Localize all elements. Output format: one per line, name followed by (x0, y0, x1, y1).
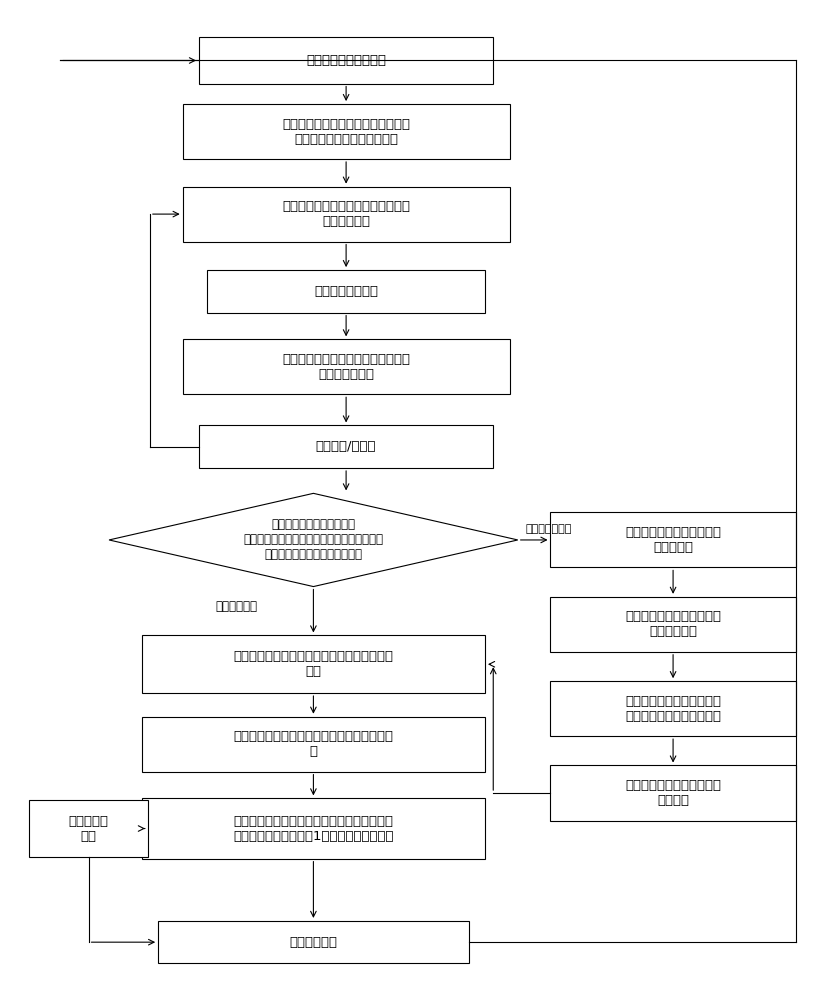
FancyBboxPatch shape (183, 187, 509, 242)
FancyBboxPatch shape (142, 635, 485, 693)
Text: 执行异常或
超时: 执行异常或 超时 (68, 815, 109, 843)
FancyBboxPatch shape (142, 798, 485, 859)
Text: 运行结果返回: 运行结果返回 (290, 936, 337, 949)
Text: 根据请求参数判断此动态微服务是否
已经在动态微服务框架中注册: 根据请求参数判断此动态微服务是否 已经在动态微服务框架中注册 (282, 118, 410, 146)
Text: 根据微服务哈希标识，检测
容器内存是否已经编译存在此微服务实例或者
微服务的脚本代码是否发生变化: 根据微服务哈希标识，检测 容器内存是否已经编译存在此微服务实例或者 微服务的脚本… (244, 518, 384, 561)
Text: 请求调用微服务的网关: 请求调用微服务的网关 (306, 54, 386, 67)
Polygon shape (109, 493, 518, 587)
Text: 微服务脚本执行引擎驱动运行实例指定函数方
法: 微服务脚本执行引擎驱动运行实例指定函数方 法 (234, 730, 393, 758)
Text: 将动态微服务请求包装路由至时间远
程的微服务节点: 将动态微服务请求包装路由至时间远 程的微服务节点 (282, 353, 410, 381)
FancyBboxPatch shape (183, 339, 509, 394)
Text: 异步记录运行日志和性能、耗时情况、调用计
数器记录的调用次数加1，更新最后调用时间: 异步记录运行日志和性能、耗时情况、调用计 数器记录的调用次数加1，更新最后调用时… (233, 815, 393, 843)
FancyBboxPatch shape (551, 512, 796, 567)
FancyBboxPatch shape (199, 425, 493, 468)
FancyBboxPatch shape (30, 800, 148, 857)
Text: 动态微服务从内存读取定位已编译的内存服务
实例: 动态微服务从内存读取定位已编译的内存服务 实例 (234, 650, 393, 678)
Text: 加载动态微服务关联语言外
部关联模块和资源进行编译: 加载动态微服务关联语言外 部关联模块和资源进行编译 (625, 695, 721, 723)
Text: 此动态微服务在动态微服务列表中是
否有效、健康: 此动态微服务在动态微服务列表中是 否有效、健康 (282, 200, 410, 228)
Text: 选择调度路由策略: 选择调度路由策略 (314, 285, 378, 298)
Text: 将脚本代码载入动态微服务
脚本编译引擎: 将脚本代码载入动态微服务 脚本编译引擎 (625, 610, 721, 638)
Text: 存在，未变化: 存在，未变化 (216, 600, 258, 613)
FancyBboxPatch shape (551, 681, 796, 736)
Text: 网络中断/无响应: 网络中断/无响应 (316, 440, 376, 453)
Text: 从动态微服务脚本仓库中读
取脚本代码: 从动态微服务脚本仓库中读 取脚本代码 (625, 526, 721, 554)
FancyBboxPatch shape (199, 37, 493, 84)
FancyBboxPatch shape (551, 597, 796, 652)
FancyBboxPatch shape (551, 765, 796, 821)
FancyBboxPatch shape (183, 104, 509, 159)
Text: 将编译内存字节放置于内存
并实例化: 将编译内存字节放置于内存 并实例化 (625, 779, 721, 807)
FancyBboxPatch shape (207, 270, 485, 313)
FancyBboxPatch shape (158, 921, 469, 963)
FancyBboxPatch shape (142, 717, 485, 772)
Text: 不存在，已变化: 不存在，已变化 (526, 524, 572, 534)
